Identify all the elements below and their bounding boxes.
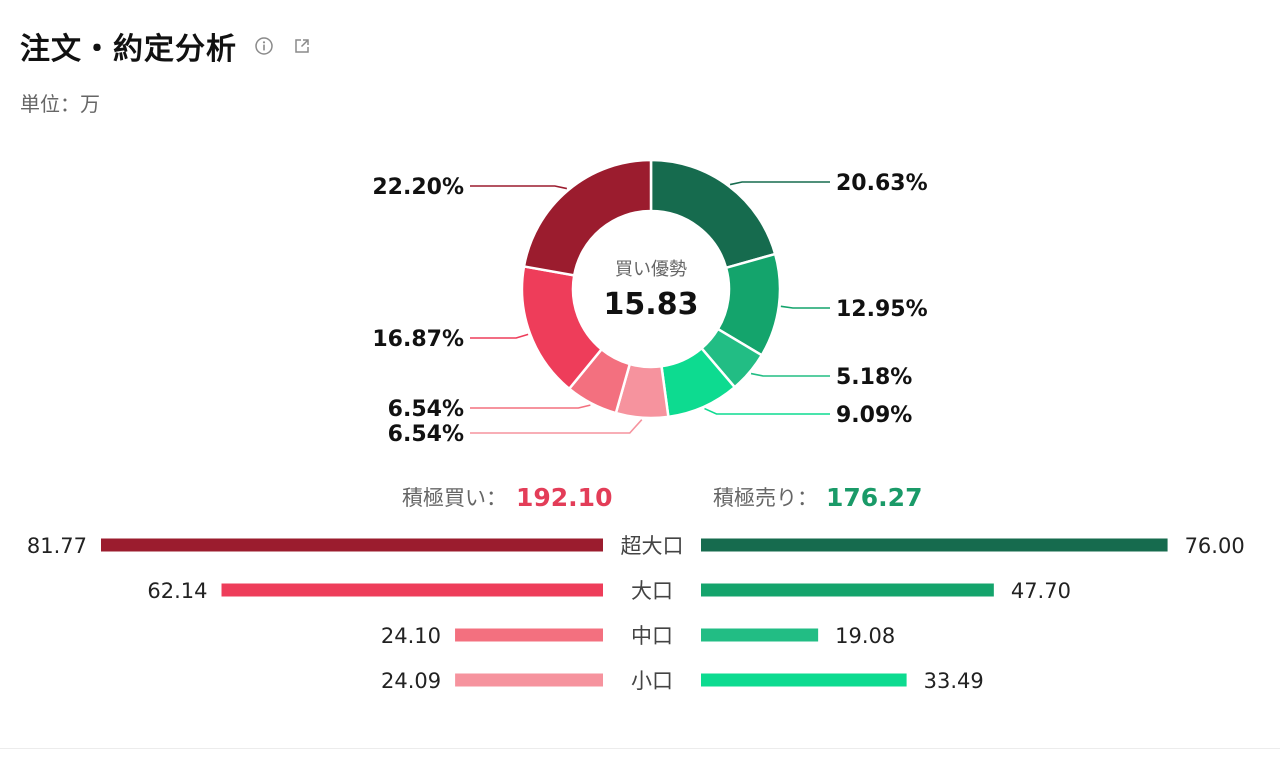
category-label-2: 中口 bbox=[631, 624, 673, 648]
info-icon[interactable] bbox=[253, 35, 275, 57]
sell-total-label: 積極売り： bbox=[713, 486, 818, 510]
sell-bar-1 bbox=[701, 583, 994, 597]
buy-bar-value-2: 24.10 bbox=[381, 624, 441, 648]
buy-total-value: 192.10 bbox=[516, 483, 612, 512]
buy-bar-value-3: 24.09 bbox=[381, 669, 441, 693]
donut-label-buy_large: 16.87% bbox=[372, 327, 464, 352]
sell-bar-value-3: 33.49 bbox=[924, 669, 984, 693]
header: 注文・約定分析 bbox=[20, 24, 313, 68]
donut-label-sell_super_large: 20.63% bbox=[836, 171, 928, 196]
donut-slice-buy_super_large bbox=[522, 158, 653, 277]
leader-line-sell_small bbox=[704, 407, 830, 415]
sell-total-value: 176.27 bbox=[826, 483, 922, 512]
sell-bar-3 bbox=[701, 673, 907, 687]
leader-line-buy_small bbox=[470, 419, 643, 434]
donut-label-buy_super_large: 22.20% bbox=[372, 175, 464, 200]
buy-bar-3 bbox=[455, 673, 603, 687]
buy-total-label: 積極買い： bbox=[402, 486, 507, 510]
donut-label-sell_large: 12.95% bbox=[836, 297, 928, 322]
category-label-3: 小口 bbox=[631, 669, 673, 693]
donut-label-buy_small: 6.54% bbox=[388, 422, 464, 447]
donut-label-sell_small: 9.09% bbox=[836, 403, 912, 428]
leader-line-sell_super_large bbox=[729, 181, 830, 186]
sell-bar-0 bbox=[701, 538, 1168, 552]
buy-bar-value-1: 62.14 bbox=[147, 579, 207, 603]
category-label-1: 大口 bbox=[631, 579, 673, 603]
sell-bar-2 bbox=[701, 628, 819, 642]
category-label-0: 超大口 bbox=[621, 534, 684, 558]
bottom-divider bbox=[0, 748, 1280, 749]
leader-line-buy_medium bbox=[470, 404, 591, 409]
leader-line-sell_large bbox=[780, 305, 830, 309]
leader-line-sell_medium bbox=[750, 372, 830, 377]
donut-label-sell_medium: 5.18% bbox=[836, 365, 912, 390]
sell-bar-value-1: 47.70 bbox=[1011, 579, 1071, 603]
buy-bar-0 bbox=[101, 538, 603, 552]
buy-bar-1 bbox=[221, 583, 604, 597]
leader-line-buy_super_large bbox=[470, 185, 568, 190]
page-title: 注文・約定分析 bbox=[20, 32, 237, 67]
buy-bar-2 bbox=[455, 628, 603, 642]
sell-bar-value-0: 76.00 bbox=[1185, 534, 1245, 558]
donut-slice-sell_super_large bbox=[649, 158, 777, 270]
sell-bar-value-2: 19.08 bbox=[835, 624, 895, 648]
donut-center-label: 買い優勢 bbox=[615, 259, 687, 280]
share-icon[interactable] bbox=[291, 35, 313, 57]
leader-line-buy_large bbox=[470, 333, 529, 339]
donut-center-value: 15.83 bbox=[604, 287, 699, 322]
buy-bar-value-0: 81.77 bbox=[27, 534, 87, 558]
unit-label: 単位：万 bbox=[20, 92, 100, 116]
donut-label-buy_medium: 6.54% bbox=[388, 397, 464, 422]
